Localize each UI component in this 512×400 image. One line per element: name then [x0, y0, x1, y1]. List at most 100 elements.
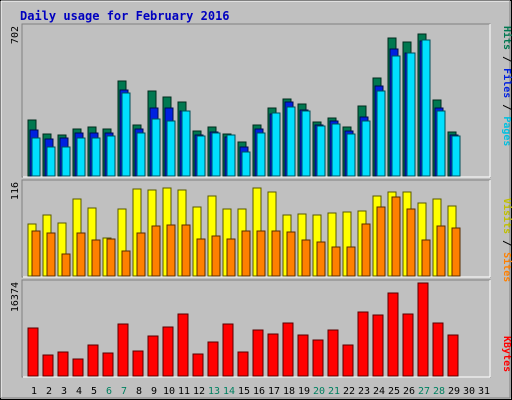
bar-sites	[391, 196, 401, 277]
bar-sites	[106, 238, 116, 277]
x-tick-label: 16	[253, 386, 265, 397]
bar-sites	[286, 231, 296, 277]
x-tick-label: 11	[178, 386, 190, 397]
bar-kbytes	[432, 322, 444, 377]
bar-pages	[121, 92, 131, 177]
bar-pages	[211, 132, 221, 177]
bar-sites	[436, 225, 446, 277]
bar-sites	[136, 232, 146, 277]
x-tick-label: 8	[136, 386, 142, 397]
bar-kbytes	[282, 322, 294, 377]
bar-pages	[136, 132, 146, 177]
x-tick-label: 27	[418, 386, 430, 397]
bar-sites	[211, 235, 221, 277]
x-tick-label: 30	[463, 386, 475, 397]
legend-hits-files-pages: Hits / Files / Pages	[501, 26, 512, 146]
legend-pages: Pages	[501, 116, 512, 146]
x-tick-label: 26	[403, 386, 415, 397]
bar-pages	[106, 135, 116, 177]
bar-kbytes	[87, 344, 99, 377]
bar-kbytes	[417, 282, 429, 377]
bar-sites	[196, 238, 206, 277]
legend-hits: Hits	[501, 26, 512, 50]
bar-kbytes	[357, 311, 369, 377]
bar-pages	[61, 146, 71, 177]
bar-pages	[241, 151, 251, 177]
bar-sites	[451, 227, 461, 277]
bar-sites	[181, 224, 191, 277]
bar-pages	[436, 110, 446, 177]
x-tick-label: 22	[343, 386, 355, 397]
bar-kbytes	[372, 314, 384, 377]
panel-sites-visits	[21, 179, 491, 278]
panel-kbytes	[21, 279, 491, 378]
bar-kbytes	[387, 292, 399, 377]
bar-kbytes	[72, 358, 84, 377]
bar-kbytes	[42, 354, 54, 377]
legend-visits-sites: Visits / Sites	[501, 198, 512, 282]
bar-pages	[31, 137, 41, 177]
x-tick-label: 10	[163, 386, 175, 397]
bar-sites	[61, 253, 71, 277]
bar-pages	[301, 110, 311, 177]
x-tick-label: 12	[193, 386, 205, 397]
bar-pages	[286, 106, 296, 177]
bar-pages	[331, 123, 341, 177]
bar-kbytes	[237, 351, 249, 377]
x-tick-label: 28	[433, 386, 445, 397]
bar-kbytes	[102, 352, 114, 377]
legend-kbytes-label: KBytes	[501, 336, 512, 372]
bar-kbytes	[177, 313, 189, 377]
bar-kbytes	[132, 350, 144, 377]
chart-title: Daily usage for February 2016	[20, 9, 230, 23]
legend-visits: Visits	[501, 198, 512, 234]
x-tick-label: 18	[283, 386, 295, 397]
bar-sites	[121, 250, 131, 277]
bar-sites	[256, 230, 266, 277]
bar-pages	[46, 146, 56, 177]
x-tick-label: 24	[373, 386, 385, 397]
bar-kbytes	[342, 344, 354, 377]
bar-sites	[76, 232, 86, 277]
y-max-label-visits: 116	[10, 182, 21, 200]
x-tick-label: 14	[223, 386, 235, 397]
legend-files: Files	[501, 68, 512, 98]
bar-sites	[361, 223, 371, 277]
bar-sites	[346, 246, 356, 277]
x-tick-label: 9	[151, 386, 157, 397]
x-tick-label: 3	[61, 386, 67, 397]
bar-sites	[406, 208, 416, 277]
legend-kbytes: KBytes	[501, 336, 512, 372]
x-tick-label: 7	[121, 386, 127, 397]
bar-pages	[226, 134, 236, 177]
x-tick-label: 15	[238, 386, 250, 397]
x-tick-label: 6	[106, 386, 112, 397]
bar-pages	[256, 132, 266, 177]
bar-pages	[451, 135, 461, 177]
bar-pages	[91, 137, 101, 177]
x-tick-label: 1	[31, 386, 37, 397]
bar-kbytes	[147, 335, 159, 377]
x-tick-label: 19	[298, 386, 310, 397]
bar-kbytes	[207, 341, 219, 377]
bar-kbytes	[192, 353, 204, 377]
bar-kbytes	[252, 329, 264, 377]
bar-sites	[316, 241, 326, 277]
bar-sites	[91, 239, 101, 277]
bar-sites	[331, 246, 341, 277]
bar-kbytes	[447, 334, 459, 377]
bar-kbytes	[222, 323, 234, 377]
bar-sites	[31, 230, 41, 277]
x-tick-label: 29	[448, 386, 460, 397]
x-tick-label: 25	[388, 386, 400, 397]
bar-sites	[271, 230, 281, 277]
bar-kbytes	[402, 313, 414, 377]
bar-sites	[421, 239, 431, 277]
bar-pages	[421, 39, 431, 177]
bar-sites	[151, 225, 161, 277]
y-max-label-hits: 702	[10, 26, 21, 44]
bar-pages	[181, 110, 191, 177]
bar-pages	[406, 52, 416, 177]
x-tick-label: 4	[76, 386, 82, 397]
